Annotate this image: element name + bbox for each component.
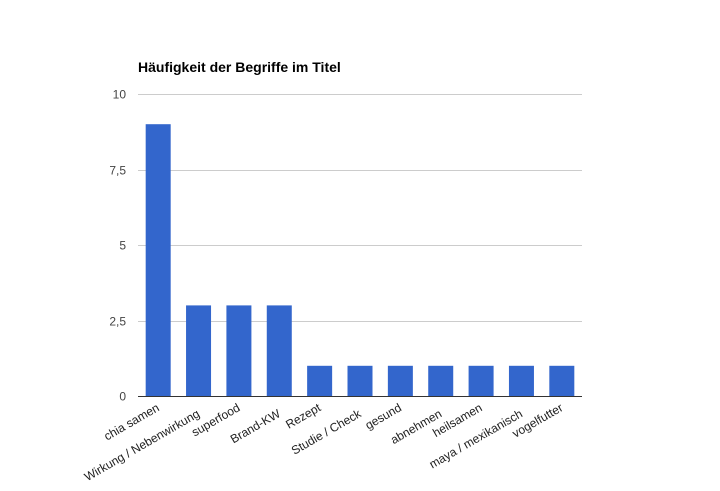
- y-tick-label: 5: [119, 239, 126, 253]
- y-tick-label: 2,5: [109, 315, 126, 329]
- y-tick-label: 0: [119, 390, 126, 404]
- bar: [307, 365, 333, 396]
- bar: [226, 305, 252, 396]
- bar: [145, 124, 171, 396]
- chart-title: Häufigkeit der Begriffe im Titel: [138, 59, 341, 75]
- bar: [508, 365, 534, 396]
- x-tick-label: Rezept: [283, 400, 324, 431]
- y-tick-label: 7,5: [109, 164, 126, 178]
- bar: [347, 365, 373, 396]
- bar: [186, 305, 212, 396]
- bar: [266, 305, 292, 396]
- y-tick-label: 10: [113, 88, 127, 102]
- bar: [468, 365, 494, 396]
- x-tick-label: gesund: [363, 400, 404, 432]
- bar: [387, 365, 413, 396]
- bar: [549, 365, 575, 396]
- bar: [428, 365, 454, 396]
